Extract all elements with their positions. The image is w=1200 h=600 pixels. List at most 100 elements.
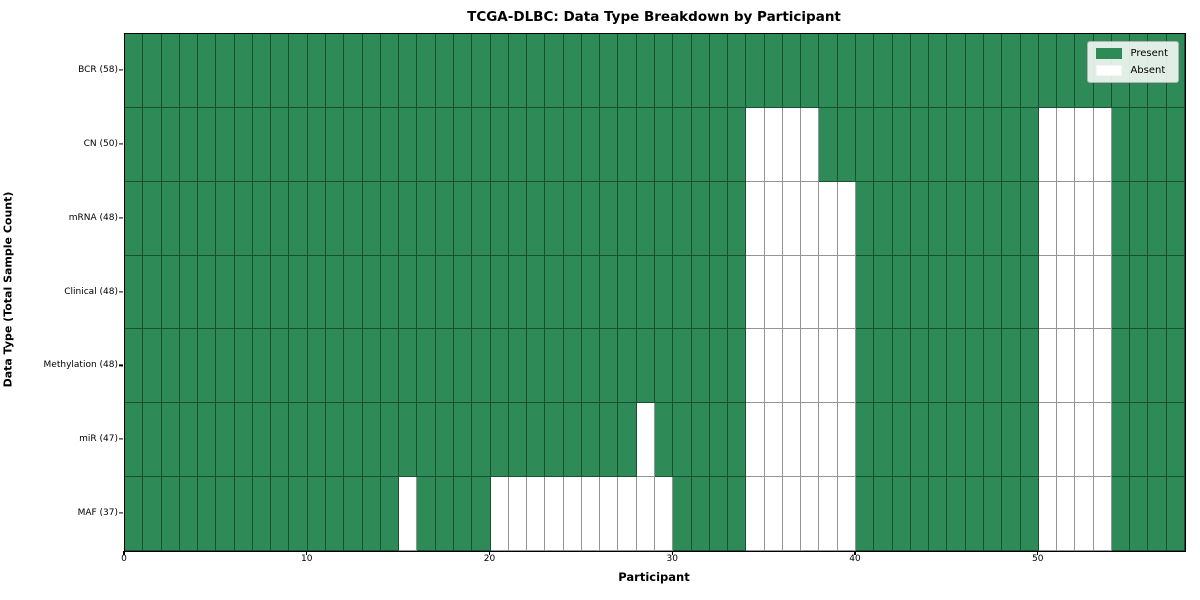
heatmap-cell-Clinical-8	[271, 255, 290, 330]
heatmap-cell-BCR-31	[691, 34, 710, 108]
heatmap-cell-mRNA-43	[910, 181, 930, 256]
heatmap-cell-miR-51	[1057, 403, 1076, 478]
heatmap-cell-miR-47	[983, 403, 1003, 478]
heatmap-cell-CN-8	[271, 107, 290, 182]
heatmap-cell-Clinical-0	[125, 255, 144, 330]
heatmap-cell-BCR-50	[1038, 34, 1058, 108]
heatmap-cell-BCR-12	[344, 34, 363, 108]
heatmap-cell-Clinical-43	[910, 255, 930, 330]
heatmap-cell-mRNA-33	[728, 181, 747, 256]
heatmap-cell-MAF-46	[965, 477, 984, 551]
heatmap-cell-CN-27	[618, 107, 637, 182]
heatmap-cell-Methylation-12	[344, 329, 363, 404]
heatmap-cell-Clinical-14	[380, 255, 400, 330]
heatmap-cell-miR-44	[929, 403, 948, 478]
heatmap-cell-mRNA-50	[1038, 181, 1058, 256]
heatmap-cell-Methylation-26	[600, 329, 619, 404]
heatmap-cell-mRNA-40	[856, 181, 875, 256]
heatmap-cell-miR-31	[691, 403, 710, 478]
heatmap-cell-Clinical-33	[728, 255, 747, 330]
heatmap-cell-CN-35	[764, 107, 783, 182]
heatmap-cell-Clinical-6	[234, 255, 253, 330]
heatmap-cell-Clinical-35	[764, 255, 783, 330]
heatmap-cell-Clinical-32	[709, 255, 729, 330]
heatmap-cell-mRNA-34	[746, 181, 765, 256]
x-tick-mark	[1037, 551, 1039, 555]
heatmap-cell-Methylation-49	[1020, 329, 1039, 404]
heatmap-cell-miR-54	[1111, 403, 1131, 478]
heatmap-cell-Methylation-28	[636, 329, 655, 404]
heatmap-cell-BCR-18	[453, 34, 473, 108]
heatmap-cell-miR-6	[234, 403, 253, 478]
heatmap-cell-mRNA-37	[801, 181, 820, 256]
heatmap-cell-MAF-30	[673, 477, 692, 551]
heatmap-cell-miR-10	[307, 403, 327, 478]
heatmap-cell-Clinical-13	[362, 255, 381, 330]
heatmap-cell-MAF-56	[1148, 477, 1167, 551]
heatmap-cell-mRNA-0	[125, 181, 144, 256]
heatmap-cell-miR-53	[1093, 403, 1112, 478]
heatmap-cell-MAF-49	[1020, 477, 1039, 551]
heatmap-cell-MAF-55	[1130, 477, 1149, 551]
x-tick-label-50: 50	[1032, 554, 1044, 564]
heatmap-cell-Methylation-43	[910, 329, 930, 404]
heatmap-cell-Methylation-0	[125, 329, 144, 404]
x-tick-mark	[854, 551, 856, 555]
y-tick-label-MAF: MAF (37)	[77, 508, 118, 519]
heatmap-cell-miR-43	[910, 403, 930, 478]
heatmap-cell-miR-1	[143, 403, 162, 478]
heatmap-cell-mRNA-4	[198, 181, 217, 256]
heatmap-cell-mRNA-3	[179, 181, 199, 256]
heatmap-cell-BCR-15	[399, 34, 418, 108]
heatmap-cell-Methylation-41	[874, 329, 893, 404]
heatmap-cell-MAF-48	[1002, 477, 1021, 551]
heatmap-cell-Methylation-6	[234, 329, 253, 404]
heatmap-cell-mRNA-13	[362, 181, 381, 256]
heatmap-cell-Clinical-53	[1093, 255, 1112, 330]
heatmap-cell-mRNA-36	[782, 181, 802, 256]
heatmap-cell-BCR-32	[709, 34, 729, 108]
heatmap-cell-mRNA-52	[1075, 181, 1094, 256]
heatmap-cell-mRNA-44	[929, 181, 948, 256]
heatmap-cell-BCR-38	[819, 34, 838, 108]
heatmap-cell-BCR-22	[527, 34, 546, 108]
heatmap-cell-Clinical-4	[198, 255, 217, 330]
heatmap-cell-miR-35	[764, 403, 783, 478]
heatmap-cell-miR-27	[618, 403, 637, 478]
heatmap-cell-MAF-6	[234, 477, 253, 551]
heatmap-cell-CN-18	[453, 107, 473, 182]
heatmap-cell-miR-28	[636, 403, 655, 478]
heatmap-cell-CN-25	[581, 107, 601, 182]
heatmap-cell-Clinical-51	[1057, 255, 1076, 330]
heatmap-cell-MAF-7	[252, 477, 272, 551]
heatmap-cell-MAF-19	[472, 477, 491, 551]
heatmap-cell-Clinical-56	[1148, 255, 1167, 330]
heatmap-cell-miR-41	[874, 403, 893, 478]
heatmap-cell-Methylation-50	[1038, 329, 1058, 404]
legend: Present Absent	[1087, 41, 1179, 83]
heatmap-cell-Methylation-46	[965, 329, 984, 404]
heatmap-cell-Methylation-39	[837, 329, 857, 404]
heatmap-cell-CN-53	[1093, 107, 1112, 182]
heatmap-cell-BCR-9	[289, 34, 308, 108]
heatmap-cell-Methylation-8	[271, 329, 290, 404]
heatmap-cell-CN-36	[782, 107, 802, 182]
heatmap-cell-miR-12	[344, 403, 363, 478]
heatmap-cell-Methylation-25	[581, 329, 601, 404]
heatmap-cell-MAF-39	[837, 477, 857, 551]
heatmap-cell-miR-42	[892, 403, 911, 478]
heatmap-cell-miR-17	[435, 403, 454, 478]
heatmap-cell-Clinical-19	[472, 255, 491, 330]
heatmap-cell-MAF-47	[983, 477, 1003, 551]
heatmap-cell-mRNA-42	[892, 181, 911, 256]
heatmap-cell-miR-29	[654, 403, 674, 478]
heatmap-cell-Methylation-23	[545, 329, 564, 404]
heatmap-cell-MAF-45	[947, 477, 966, 551]
heatmap-cell-BCR-44	[929, 34, 948, 108]
heatmap-cell-Methylation-21	[508, 329, 528, 404]
heatmap-cell-mRNA-9	[289, 181, 308, 256]
heatmap-cell-BCR-25	[581, 34, 601, 108]
heatmap-cell-Clinical-49	[1020, 255, 1039, 330]
heatmap-cell-Methylation-7	[252, 329, 272, 404]
heatmap-cell-Clinical-3	[179, 255, 199, 330]
